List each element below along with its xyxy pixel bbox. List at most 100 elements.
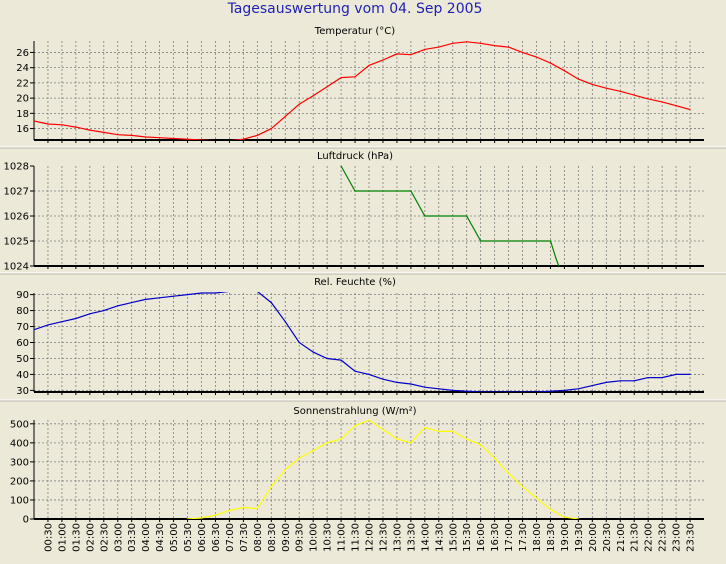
data-point [214,292,217,294]
data-point [326,357,328,360]
y-tick-label: 200 [10,476,29,487]
data-point [619,90,621,92]
chart-panel-1: Temperatur (°C) 16 18 20 22 24 26 [16,26,704,143]
data-point [675,373,677,375]
page-title: Tagesauswertung vom 04. Sep 2005 [227,1,483,17]
data-point [577,518,579,519]
data-point [242,138,244,140]
data-point [555,257,557,260]
y-tick-label: 60 [16,338,29,349]
y-tick-label: 80 [16,306,29,317]
data-point [145,298,147,300]
x-tick-label: 03:00 [113,523,124,552]
x-tick-label: 23:30 [686,523,697,552]
data-point [270,302,272,304]
x-tick-label: 11:30 [351,523,362,552]
x-tick-label: 12:00 [365,523,376,552]
data-point [689,108,691,111]
y-tick-label: 16 [16,124,29,135]
x-tick-label: 22:00 [644,523,655,552]
chart-panel-3: Rel. Feuchte (%) 30 40 50 60 70 80 90 [16,277,704,397]
data-point [159,297,161,299]
data-point [675,105,677,107]
y-tick-label: 26 [16,48,29,59]
data-point [396,438,398,440]
x-tick-label: 05:30 [183,523,194,552]
data-point [284,468,286,471]
data-point [312,449,314,452]
data-point [438,46,440,48]
chart-title: Rel. Feuchte (%) [314,277,396,288]
data-point [452,389,454,391]
x-tick-label: 15:00 [448,523,459,552]
data-point [382,190,384,192]
data-point [508,46,510,48]
data-point [75,317,77,320]
data-point [61,124,63,126]
data-point [200,139,203,140]
data-point [117,134,119,136]
data-point [549,62,552,64]
data-point [563,70,566,72]
data-point [577,388,580,390]
chart-title: Temperatur (°C) [314,26,395,37]
data-point [368,373,370,375]
data-point [229,291,230,292]
y-tick-label: 1027 [4,187,29,198]
x-tick-label: 02:00 [85,523,96,552]
data-point [354,190,356,192]
data-point [535,56,538,58]
data-point [257,291,258,292]
data-point [173,137,175,140]
x-tick-label: 21:30 [630,523,641,552]
data-point [563,389,566,391]
y-tick-label: 22 [16,78,29,89]
x-tick-label: 16:30 [490,523,501,552]
y-tick-label: 30 [16,386,29,397]
data-point [340,165,342,167]
data-point [396,381,398,383]
data-point [438,388,440,390]
data-point [549,240,552,242]
series-line [34,292,690,392]
data-point [563,516,566,518]
data-point [284,115,286,117]
data-point [312,351,314,353]
data-point [103,310,105,312]
series-line [34,41,691,140]
x-tick-label: 03:30 [127,523,138,552]
data-point [535,240,538,242]
x-tick-label: 02:30 [99,523,110,552]
data-point [591,385,593,387]
data-point [368,419,370,421]
x-tick-label: 14:30 [434,523,445,552]
data-point [145,136,147,138]
data-point [466,438,468,440]
data-point [382,378,384,380]
data-point [424,215,426,217]
x-tick-label: 17:30 [518,523,529,552]
data-point [466,215,468,217]
data-point [410,54,412,56]
x-tick-label: 22:30 [658,523,669,552]
data-point [186,138,189,140]
x-tick-label: 17:00 [504,523,515,552]
y-tick-label: 90 [16,290,29,301]
data-point [689,373,691,375]
x-tick-label: 21:00 [616,523,627,552]
x-tick-label: 05:00 [169,523,180,552]
chart-title: Luftdruck (hPa) [317,151,393,162]
y-tick-label: 1028 [4,162,29,173]
data-point [452,430,454,432]
data-point [270,486,272,488]
data-point [633,380,635,382]
x-tick-label: 00:30 [43,523,54,552]
x-tick-label: 06:00 [197,523,208,552]
y-tick-label: 500 [10,419,29,430]
x-tick-label: 20:30 [602,523,613,552]
data-point [200,517,203,519]
data-point [424,48,426,51]
data-point [605,87,607,89]
x-tick-label: 18:00 [532,523,543,552]
